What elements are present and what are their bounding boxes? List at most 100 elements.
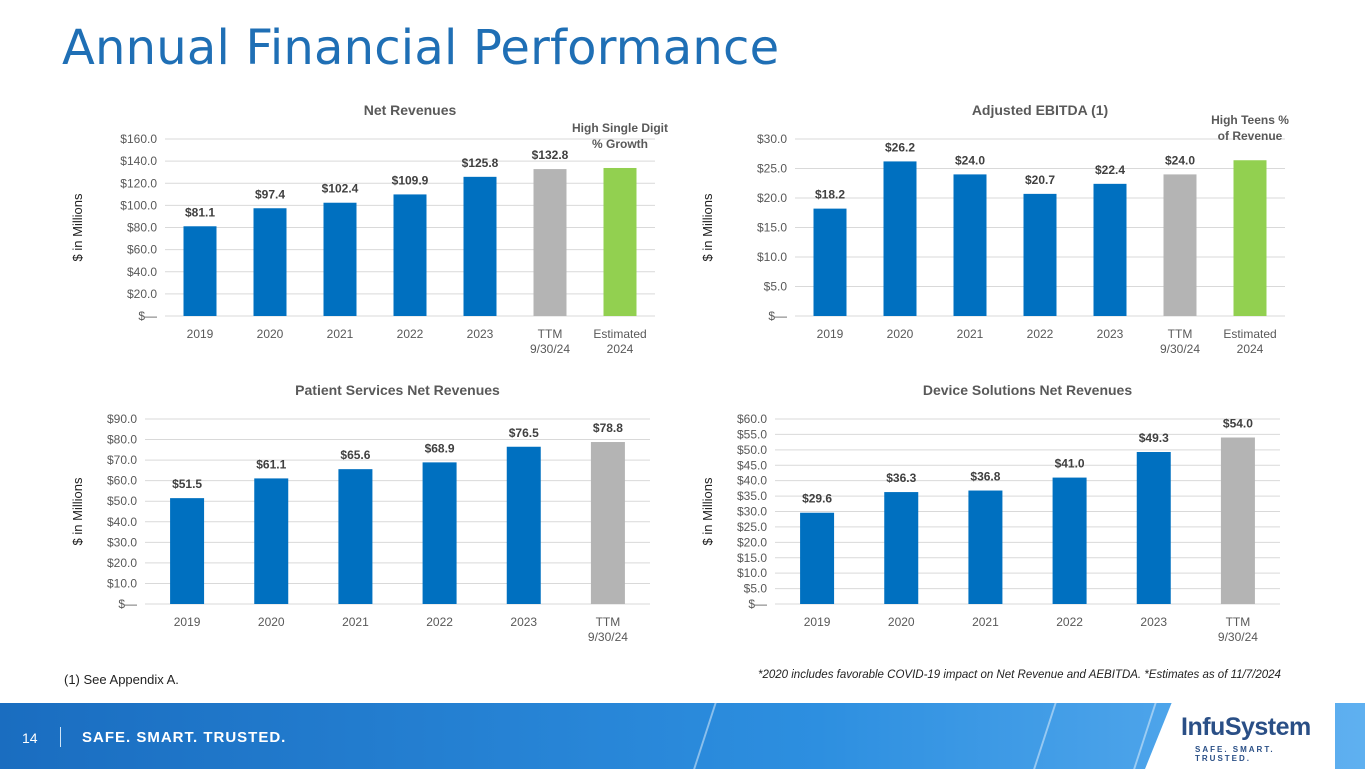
bar-actual: [953, 174, 987, 316]
bar-actual: [800, 512, 835, 604]
bar-actual: [254, 478, 289, 604]
x-tick-label: TTM: [596, 615, 621, 629]
bar-ttm: [590, 442, 625, 604]
y-tick-label: $10.0: [757, 250, 787, 264]
data-label: $49.3: [1139, 431, 1169, 445]
x-tick-label: 2021: [972, 615, 999, 629]
x-tick-label: 2021: [327, 327, 354, 341]
x-tick-label: 2024: [607, 342, 634, 356]
x-tick-label: 9/30/24: [588, 630, 628, 644]
logo-wordmark: InfuSystem: [1181, 713, 1311, 741]
data-label: $24.0: [955, 153, 985, 167]
bar-actual: [253, 208, 287, 316]
data-label: $20.7: [1025, 173, 1055, 187]
x-tick-label: 2023: [510, 615, 537, 629]
bar-actual: [968, 490, 1003, 604]
bar-actual: [463, 176, 497, 316]
y-tick-label: $—: [138, 309, 157, 323]
bar-estimate: [603, 167, 637, 316]
data-label: $22.4: [1095, 163, 1125, 177]
y-tick-label: $—: [768, 309, 787, 323]
y-tick-label: $100.0: [120, 198, 157, 212]
bar-actual: [323, 202, 357, 316]
estimate-annotation: High Teens %: [1211, 113, 1289, 127]
y-tick-label: $40.0: [127, 265, 157, 279]
y-tick-label: $30.0: [757, 132, 787, 146]
bar-actual: [338, 469, 373, 604]
x-tick-label: 2023: [1097, 327, 1124, 341]
chart-title: Adjusted EBITDA (1): [972, 102, 1108, 118]
y-tick-label: $5.0: [744, 582, 768, 596]
bar-actual: [1136, 451, 1171, 604]
x-tick-label: TTM: [1168, 327, 1193, 341]
data-label: $51.5: [172, 477, 202, 491]
data-label: $132.8: [532, 148, 569, 162]
patient-services-svg: Patient Services Net Revenues $ in Millio…: [70, 382, 650, 644]
device-solutions-chart: Device Solutions Net Revenues $ in Millio…: [690, 376, 1330, 656]
infusystem-logo: InfuSystem SAFE. SMART. TRUSTED.: [1171, 713, 1321, 763]
y-tick-label: $70.0: [107, 453, 137, 467]
x-tick-label: 2020: [888, 615, 915, 629]
bar-estimate: [1233, 160, 1267, 316]
y-tick-label: $160.0: [120, 132, 157, 146]
estimate-annotation: of Revenue: [1218, 129, 1283, 143]
y-tick-label: $50.0: [737, 443, 767, 457]
y-tick-label: $55.0: [737, 427, 767, 441]
y-tick-label: $30.0: [737, 505, 767, 519]
bar-actual: [884, 492, 919, 604]
y-tick-label: $15.0: [757, 221, 787, 235]
covid-estimates-footnote: *2020 includes favorable COVID-19 impact…: [758, 669, 1281, 681]
y-tick-label: $25.0: [757, 162, 787, 176]
y-tick-label: $80.0: [127, 221, 157, 235]
y-tick-label: $15.0: [737, 551, 767, 565]
data-label: $78.8: [593, 421, 623, 435]
y-tick-label: $90.0: [107, 412, 137, 426]
bar-ttm: [533, 169, 567, 316]
bar-actual: [1093, 183, 1127, 316]
y-tick-label: $45.0: [737, 458, 767, 472]
patient-services-chart: Patient Services Net Revenues $ in Millio…: [60, 376, 700, 656]
x-tick-label: 2022: [426, 615, 453, 629]
bar-actual: [170, 498, 205, 604]
x-tick-label: 9/30/24: [1160, 342, 1200, 356]
x-tick-label: Estimated: [593, 327, 646, 341]
chart-title: Device Solutions Net Revenues: [923, 382, 1133, 398]
y-tick-label: $20.0: [737, 535, 767, 549]
adjusted-ebitda-chart: Adjusted EBITDA (1) $ in Millions $— $5.0 $1…: [690, 96, 1330, 366]
x-tick-label: 2020: [258, 615, 285, 629]
y-tick-label: $—: [118, 597, 137, 611]
x-tick-label: Estimated: [1223, 327, 1276, 341]
y-tick-label: $—: [748, 597, 767, 611]
bar-actual: [506, 446, 541, 604]
y-axis-label: $ in Millions: [700, 193, 715, 261]
logo-tagline: SAFE. SMART. TRUSTED.: [1195, 745, 1275, 763]
y-tick-label: $50.0: [107, 494, 137, 508]
x-tick-label: 9/30/24: [1218, 630, 1258, 644]
x-tick-label: 2022: [1027, 327, 1054, 341]
logo-backdrop: [1145, 703, 1335, 769]
y-tick-label: $120.0: [120, 176, 157, 190]
x-tick-label: 2019: [817, 327, 844, 341]
data-label: $76.5: [509, 426, 539, 440]
y-axis-label: $ in Millions: [70, 193, 85, 261]
x-tick-label: 2019: [174, 615, 201, 629]
data-label: $54.0: [1223, 417, 1253, 431]
bar-actual: [393, 194, 427, 316]
x-tick-label: TTM: [1226, 615, 1251, 629]
data-label: $29.6: [802, 492, 832, 506]
x-tick-label: 2020: [257, 327, 284, 341]
y-tick-label: $35.0: [737, 489, 767, 503]
chart-title: Patient Services Net Revenues: [295, 382, 500, 398]
data-label: $65.6: [340, 448, 370, 462]
bar-actual: [422, 462, 457, 604]
x-tick-label: 2021: [957, 327, 984, 341]
y-tick-label: $60.0: [737, 412, 767, 426]
y-tick-label: $20.0: [757, 191, 787, 205]
data-label: $81.1: [185, 205, 215, 219]
y-tick-label: $60.0: [107, 474, 137, 488]
bar-ttm: [1163, 174, 1197, 316]
appendix-footnote: (1) See Appendix A.: [64, 672, 179, 687]
data-label: $26.2: [885, 140, 915, 154]
bar-actual: [183, 226, 217, 316]
footer-decoration: [685, 703, 717, 769]
